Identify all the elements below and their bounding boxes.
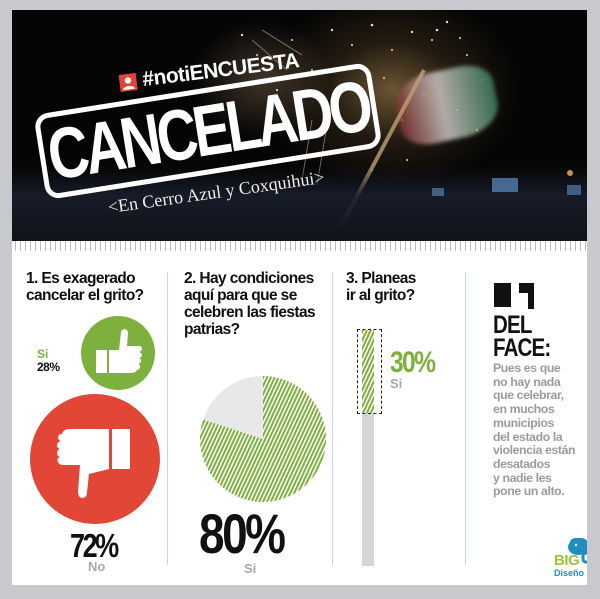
column-separator	[167, 272, 168, 565]
logo-diseno: Diseño	[554, 568, 585, 578]
q2-pct: 80%	[199, 502, 286, 565]
stage-lights	[432, 170, 581, 196]
quote-marks-icon	[494, 283, 534, 309]
del-face-heading-line: DEL	[493, 311, 532, 339]
thumbs-up-icon	[96, 329, 142, 373]
user-icon	[118, 72, 138, 92]
thumbs-down-icon	[57, 429, 130, 498]
elephant-icon	[568, 538, 587, 564]
column-separator	[465, 272, 466, 565]
hashtag-badge: #notiENCUESTA	[118, 49, 300, 95]
del-face-heading: DEL FACE:	[493, 311, 551, 362]
q1-yes-circle	[81, 316, 155, 390]
crowd-silhouette	[12, 166, 587, 241]
quote-body: Pues es que no hay nada que celebrar, en…	[493, 361, 587, 499]
q3-title-line: ir al grito?	[346, 287, 415, 304]
q1-no-pct: 72%	[70, 527, 119, 564]
q1-yes-label: Si	[37, 347, 49, 361]
q2-label: Si	[244, 561, 257, 576]
q3-bar-track	[362, 413, 374, 566]
q3-title: 3. Planeas ir al grito?	[346, 270, 416, 304]
q2-pie-chart	[199, 376, 326, 502]
quote-line: municipios	[493, 415, 554, 430]
q2-title-line: aquí para que se	[184, 287, 297, 304]
quote-line: en muchos	[493, 402, 555, 417]
quote-line: pone un alto.	[493, 484, 565, 499]
q1-yes-result: Si 28%	[37, 348, 60, 374]
quote-line: violencia están	[493, 443, 576, 458]
q1-no-circle	[30, 394, 160, 524]
q2-title: 2. Hay condiciones aquí para que se cele…	[184, 270, 316, 338]
q2-title-line: 2. Hay condiciones	[184, 270, 314, 287]
q3-title-line: 3. Planeas	[346, 270, 416, 287]
q2-title-line: patrias?	[184, 321, 240, 338]
infographic-card: #notiENCUESTA CANCELADO <En Cerro Azul y…	[12, 10, 587, 585]
quote-line: del estado la	[493, 429, 563, 444]
quote-line: y nadie les	[493, 470, 552, 485]
q1-title: 1. Es exagerado cancelar el grito?	[26, 270, 144, 304]
quote-line: desatados	[493, 456, 551, 471]
q1-title-line: 1. Es exagerado	[26, 270, 136, 287]
column-separator	[332, 272, 333, 565]
q1-no-label: No	[88, 559, 106, 574]
q1-title-line: cancelar el grito?	[26, 287, 144, 304]
quote-line: no hay nada	[493, 374, 561, 389]
q3-pct: 30%	[390, 346, 436, 379]
banner-photo: #notiENCUESTA CANCELADO <En Cerro Azul y…	[12, 10, 587, 241]
q3-bar-highlight-box	[357, 329, 382, 414]
q3-bar-fill	[362, 330, 374, 413]
logo-big: BIG	[554, 552, 580, 569]
del-face-heading-line: FACE:	[493, 334, 551, 362]
q3-label: Si	[390, 376, 403, 391]
divider-strip	[12, 241, 587, 251]
q2-title-line: celebren las fiestas	[184, 304, 316, 321]
pie-slice-yes	[199, 376, 326, 502]
quote-line: Pues es que	[493, 361, 561, 375]
fireworks-glow-secondary	[192, 20, 332, 140]
q1-yes-pct: 28%	[37, 360, 60, 374]
quote-line: que celebrar,	[493, 388, 564, 403]
